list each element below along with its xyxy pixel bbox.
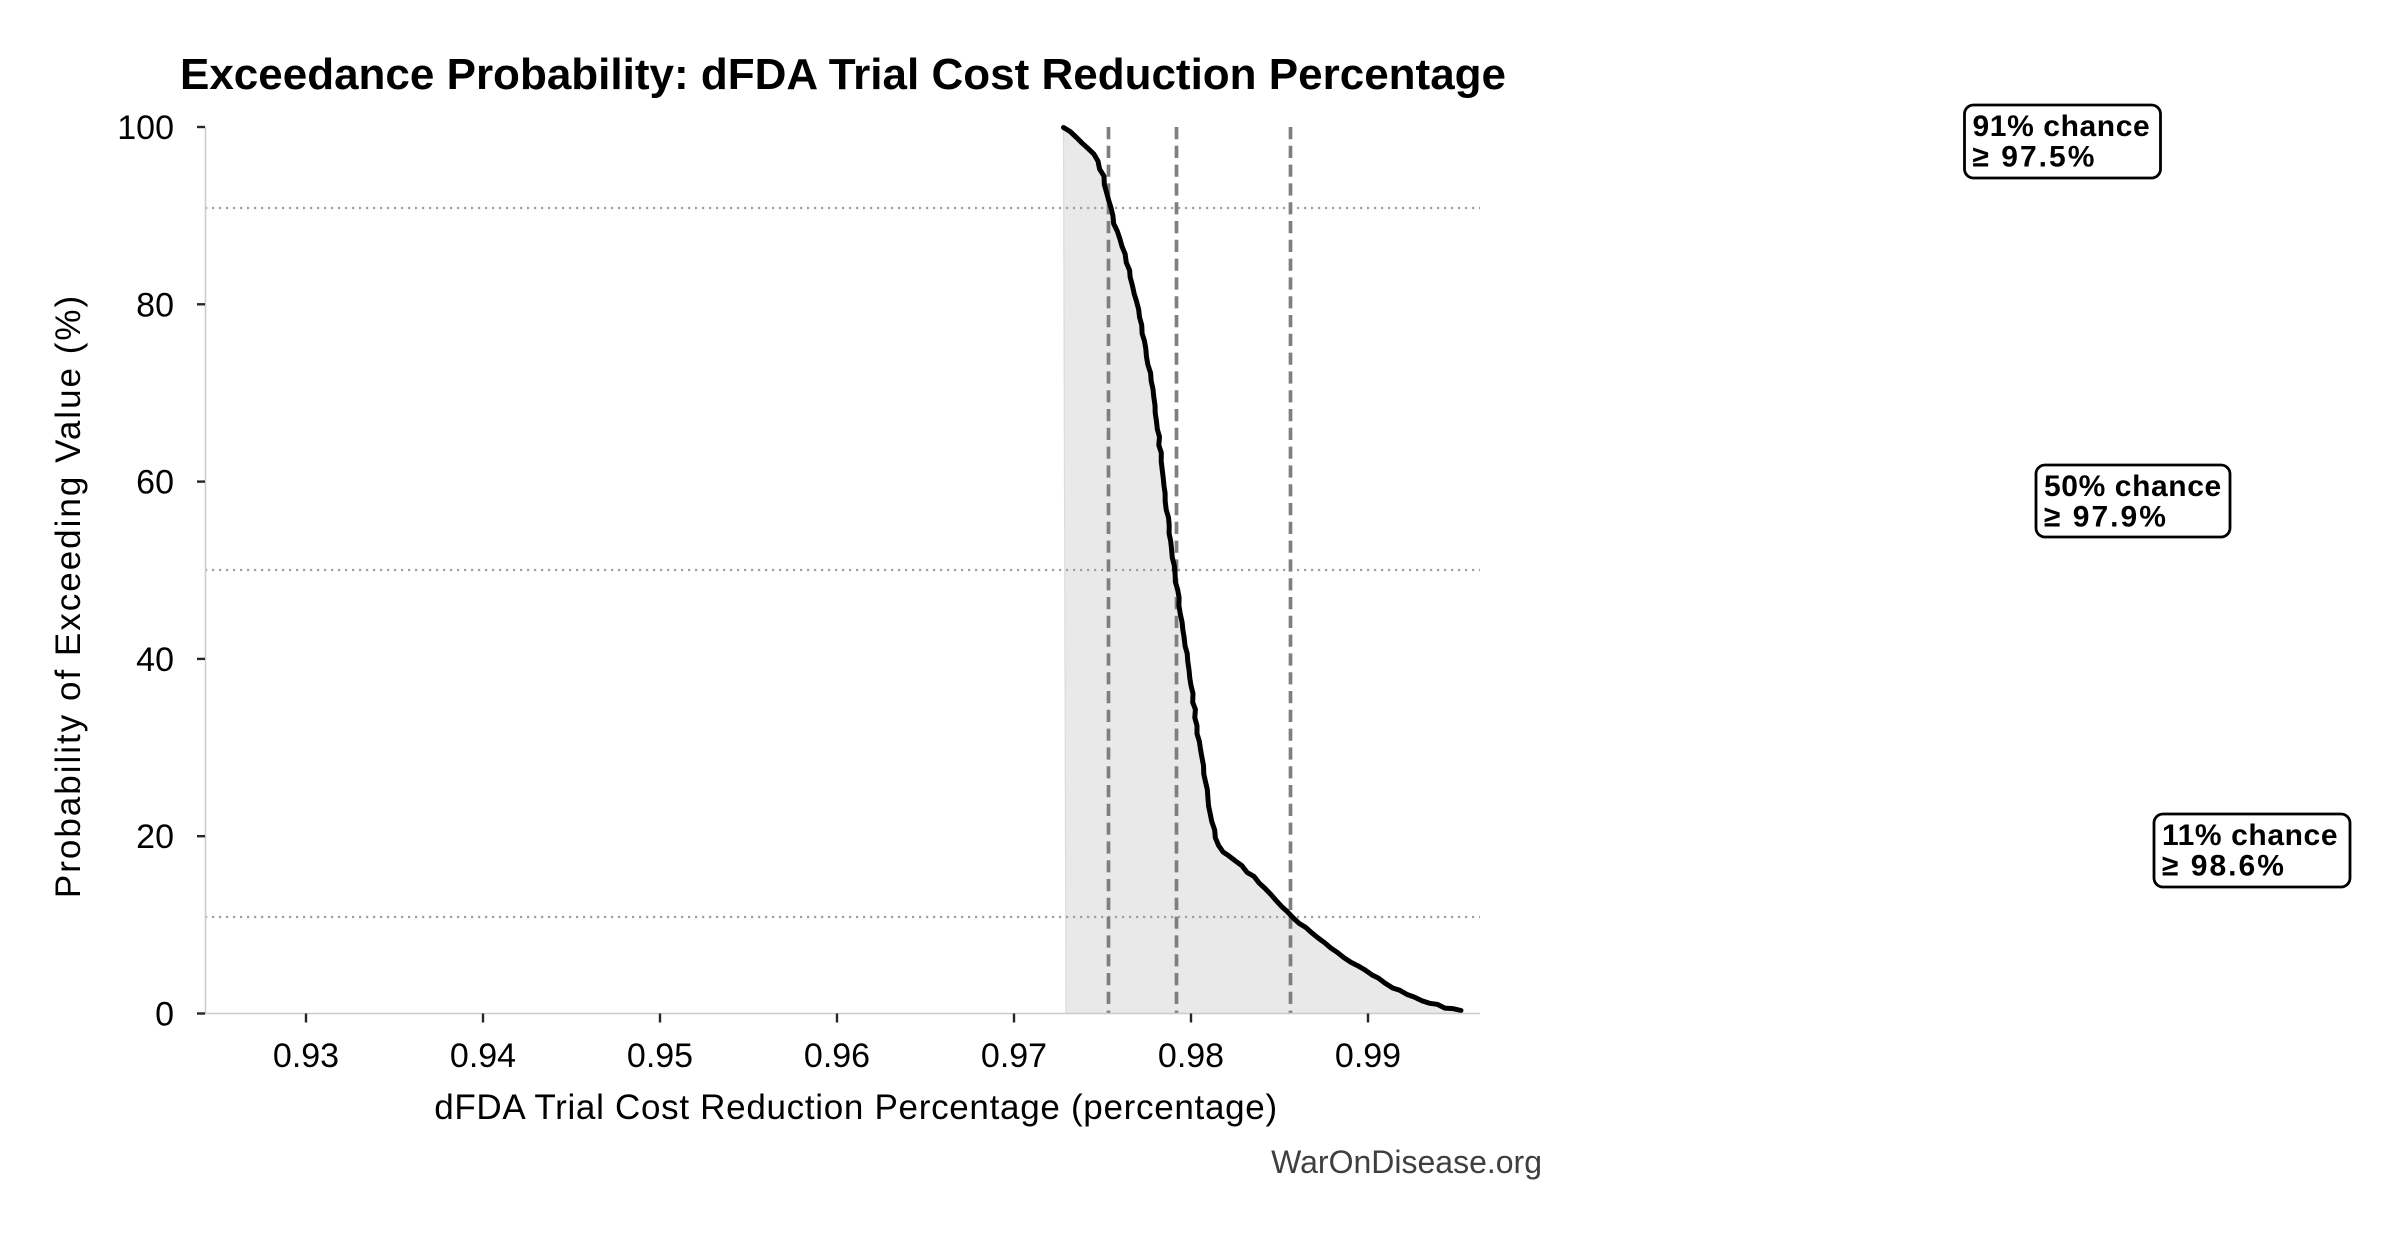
svg-text:0.96: 0.96 bbox=[804, 1037, 870, 1075]
svg-text:11% chance: 11% chance bbox=[2162, 819, 2338, 852]
svg-text:0.93: 0.93 bbox=[273, 1037, 339, 1075]
svg-text:0.98: 0.98 bbox=[1158, 1037, 1224, 1075]
svg-text:0.94: 0.94 bbox=[450, 1037, 516, 1075]
svg-text:91% chance: 91% chance bbox=[1973, 110, 2151, 143]
svg-text:≥ 97.5%: ≥ 97.5% bbox=[1973, 141, 2097, 174]
svg-text:20: 20 bbox=[136, 818, 174, 856]
svg-text:0.95: 0.95 bbox=[627, 1037, 693, 1075]
svg-text:100: 100 bbox=[117, 109, 174, 147]
svg-text:0: 0 bbox=[155, 996, 174, 1034]
svg-text:≥ 97.9%: ≥ 97.9% bbox=[2044, 501, 2168, 534]
svg-text:Exceedance Probability: dFDA T: Exceedance Probability: dFDA Trial Cost … bbox=[180, 50, 1506, 99]
svg-text:Probability of Exceeding Value: Probability of Exceeding Value (%) bbox=[49, 294, 88, 898]
svg-text:≥ 98.6%: ≥ 98.6% bbox=[2162, 850, 2286, 883]
svg-text:WarOnDisease.org: WarOnDisease.org bbox=[1271, 1144, 1542, 1180]
svg-text:80: 80 bbox=[136, 286, 174, 324]
svg-text:60: 60 bbox=[136, 464, 174, 502]
svg-text:dFDA Trial Cost Reduction Perc: dFDA Trial Cost Reduction Percentage (pe… bbox=[434, 1088, 1278, 1127]
svg-text:40: 40 bbox=[136, 641, 174, 679]
svg-text:0.99: 0.99 bbox=[1335, 1037, 1401, 1075]
svg-text:50% chance: 50% chance bbox=[2044, 470, 2222, 503]
svg-text:0.97: 0.97 bbox=[981, 1037, 1047, 1075]
